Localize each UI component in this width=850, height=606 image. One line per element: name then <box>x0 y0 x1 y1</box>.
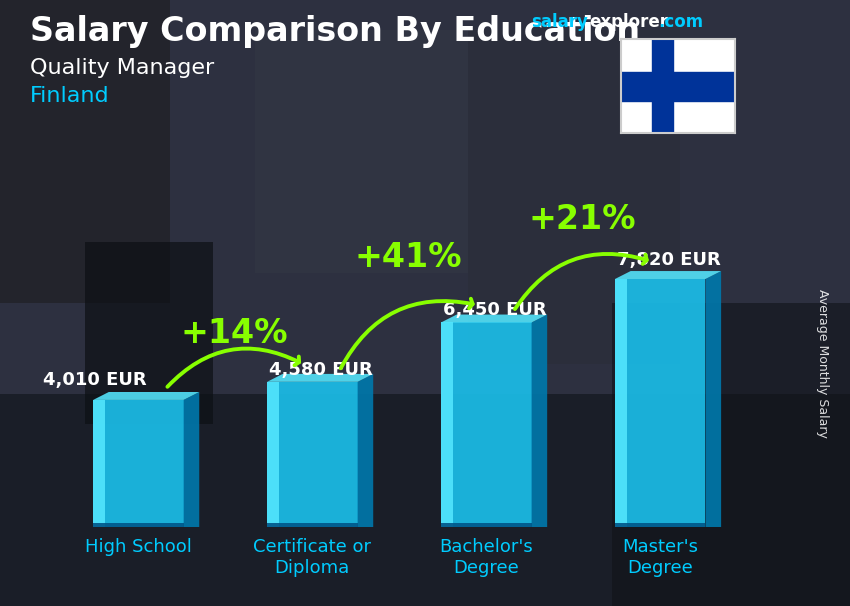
Text: Finland: Finland <box>30 86 110 106</box>
Bar <box>255 30 468 273</box>
Polygon shape <box>267 382 279 527</box>
Polygon shape <box>184 392 199 530</box>
Polygon shape <box>615 279 626 527</box>
Bar <box>0 0 170 303</box>
Text: Salary Comparison By Education: Salary Comparison By Education <box>30 15 640 48</box>
Polygon shape <box>615 271 721 279</box>
Bar <box>0 394 850 606</box>
Polygon shape <box>94 400 184 527</box>
Bar <box>0 0 850 394</box>
Polygon shape <box>441 315 547 322</box>
Bar <box>653 39 672 133</box>
Text: Quality Manager: Quality Manager <box>30 58 214 78</box>
Text: Average Monthly Salary: Average Monthly Salary <box>816 289 829 438</box>
Polygon shape <box>94 400 105 527</box>
Text: .com: .com <box>659 13 704 32</box>
Text: 7,820 EUR: 7,820 EUR <box>617 251 721 270</box>
Polygon shape <box>615 524 706 527</box>
Text: +14%: +14% <box>180 317 288 350</box>
Polygon shape <box>267 374 373 382</box>
Text: explorer: explorer <box>589 13 668 32</box>
Bar <box>85 242 212 424</box>
Bar <box>612 303 850 606</box>
Polygon shape <box>615 279 706 527</box>
Text: 4,010 EUR: 4,010 EUR <box>43 371 147 389</box>
Polygon shape <box>441 524 531 527</box>
Polygon shape <box>441 322 453 527</box>
Bar <box>468 30 680 364</box>
Text: salary: salary <box>531 13 588 32</box>
Text: +41%: +41% <box>354 241 462 275</box>
Polygon shape <box>531 315 547 530</box>
Polygon shape <box>358 374 373 530</box>
Polygon shape <box>441 322 531 527</box>
Bar <box>620 72 735 101</box>
Polygon shape <box>94 524 184 527</box>
Polygon shape <box>94 392 199 400</box>
Text: 4,580 EUR: 4,580 EUR <box>269 361 373 379</box>
Text: 6,450 EUR: 6,450 EUR <box>443 301 547 319</box>
Polygon shape <box>706 271 721 530</box>
Text: +21%: +21% <box>528 203 636 236</box>
Polygon shape <box>267 382 358 527</box>
Polygon shape <box>267 524 358 527</box>
